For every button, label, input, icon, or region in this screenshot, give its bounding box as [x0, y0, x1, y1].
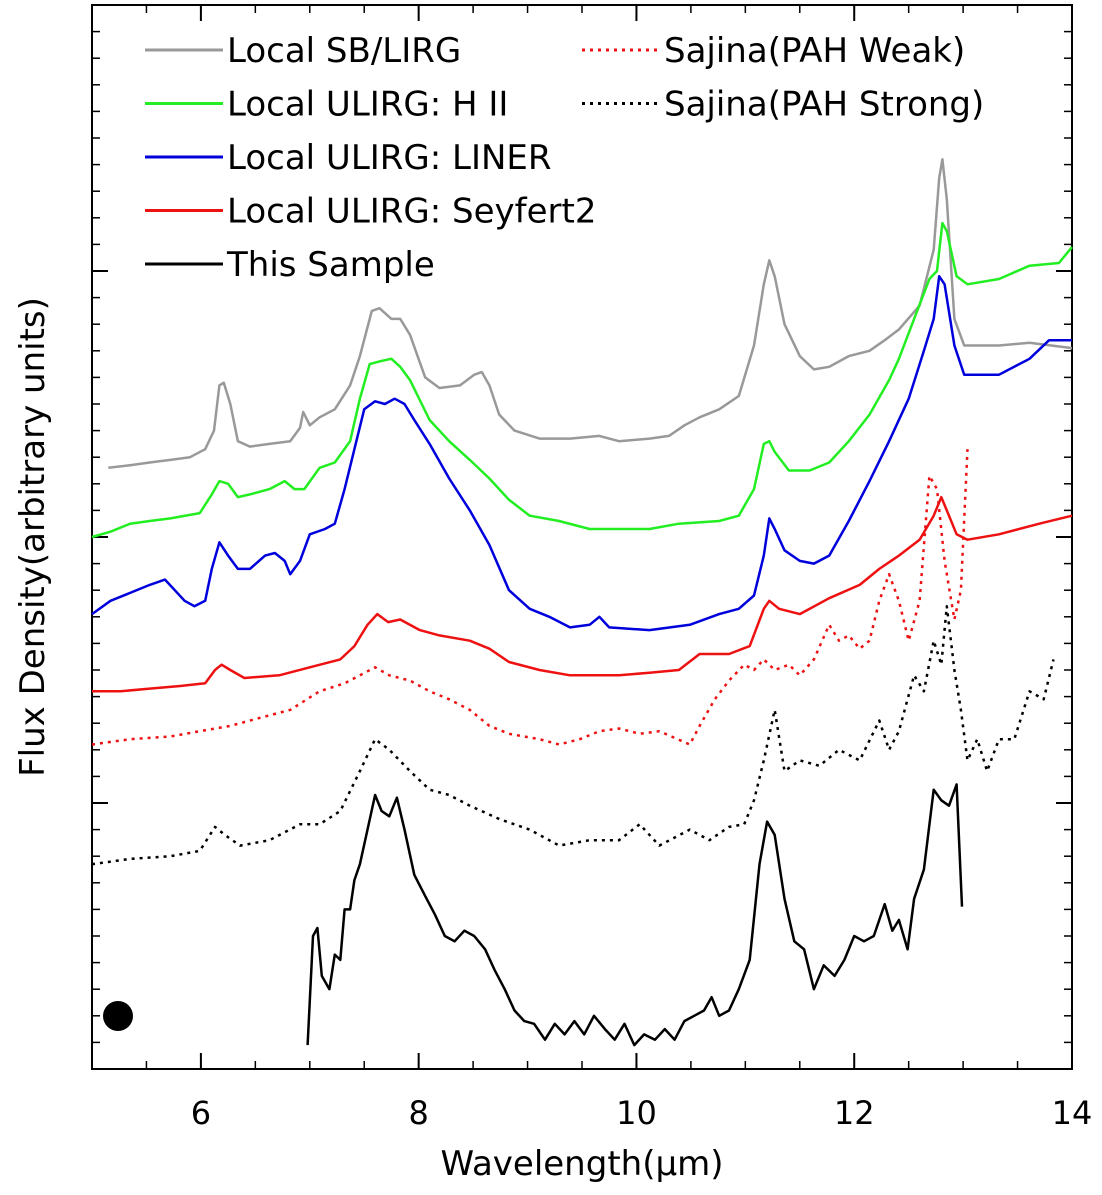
legend-label: Sajina(PAH Strong)	[664, 85, 984, 125]
x-tick-label: 12	[834, 1094, 875, 1132]
x-tick-label: 14	[1052, 1094, 1093, 1132]
series-line	[306, 783, 964, 1047]
legend-label: This Sample	[226, 245, 435, 285]
x-tick-label: 10	[616, 1094, 657, 1132]
series-line	[91, 604, 1055, 866]
legend-label: Local ULIRG: H II	[227, 85, 508, 125]
x-tick-label: 8	[408, 1094, 428, 1132]
series-line	[91, 449, 969, 746]
series-line	[91, 221, 1073, 539]
legend-label: Local ULIRG: LINER	[227, 138, 552, 178]
series-line	[91, 275, 1072, 632]
x-axis-label: Wavelength(μm)	[441, 1144, 724, 1184]
series-line	[108, 158, 1073, 470]
series-line	[92, 495, 1073, 693]
marker-dot	[103, 1001, 133, 1031]
x-tick-label: 6	[191, 1094, 211, 1132]
legend-label: Local ULIRG: Seyfert2	[227, 192, 596, 232]
legend-label: Local SB/LIRG	[227, 31, 461, 71]
y-axis-label: Flux Density(arbitrary units)	[13, 297, 53, 777]
legend-label: Sajina(PAH Weak)	[664, 31, 965, 71]
